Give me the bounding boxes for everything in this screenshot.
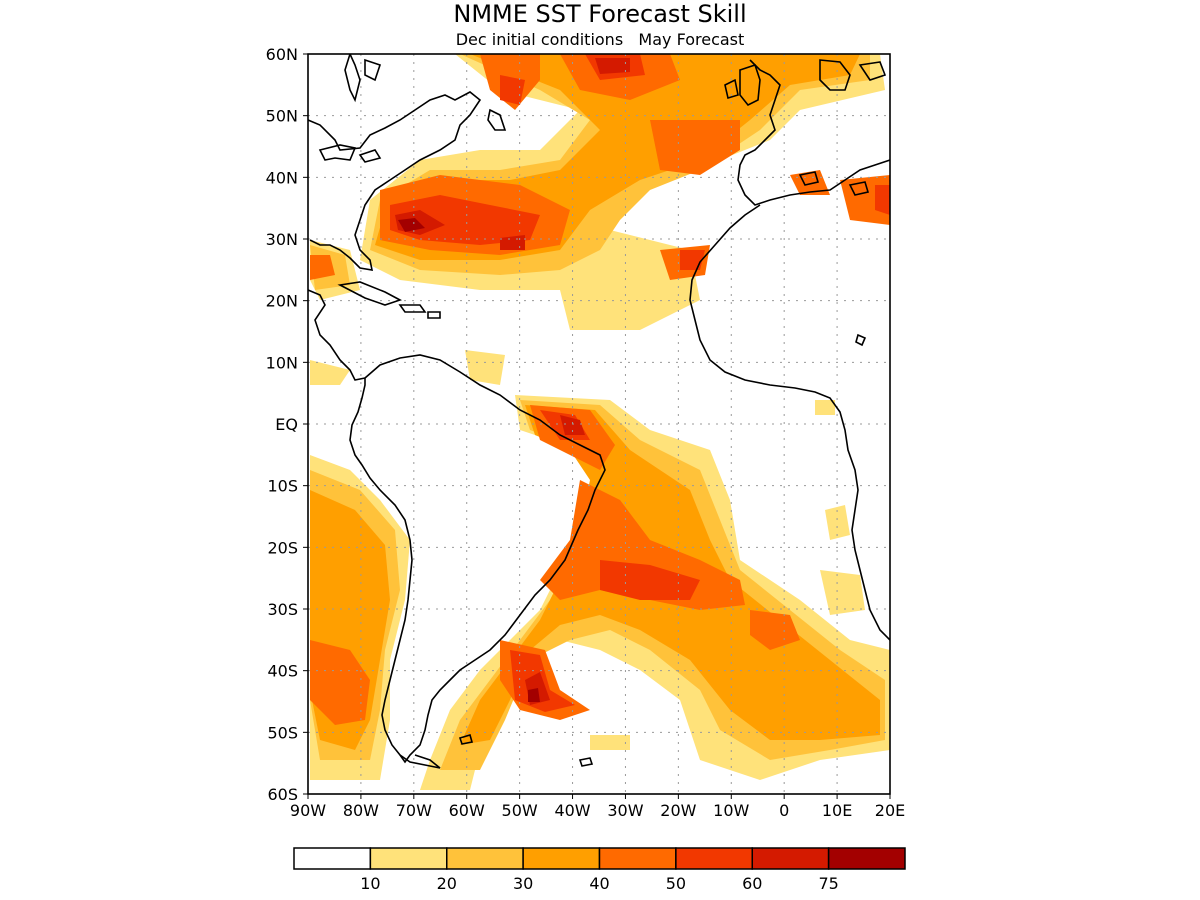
colorbar-label: 30 (513, 874, 533, 893)
lon-tick-label: 40W (554, 801, 590, 820)
lat-tick-label: 50N (266, 107, 298, 126)
lat-tick-label: 50S (267, 723, 298, 742)
colorbar-swatch (446, 847, 524, 870)
lat-tick-label: EQ (275, 415, 298, 434)
lat-axis-labels: 60N 50N 40N 30N 20N 10N EQ 10S 20S 30S 40S 50S 60S (266, 45, 308, 804)
lat-tick-label: 20N (266, 292, 298, 311)
british-isles (724, 63, 761, 107)
colorbar-swatch (751, 847, 830, 870)
lat-tick-label: 40S (267, 662, 298, 681)
lon-tick-label: 80W (343, 801, 379, 820)
greenland-newfoundland (344, 54, 507, 131)
lat-tick-label: 10N (266, 353, 298, 372)
europe-coast (737, 59, 890, 206)
lon-tick-label: 70W (396, 801, 432, 820)
colorbar-swatch (369, 847, 448, 870)
colorbar-swatch (675, 847, 753, 870)
colorbar-label: 50 (666, 874, 686, 893)
north-america-coast (308, 91, 482, 271)
colorbar-label: 10 (360, 874, 380, 893)
central-america-coast (308, 289, 366, 381)
lon-tick-label: 50W (502, 801, 538, 820)
south-america-coast (349, 354, 606, 764)
colorbar: 10 20 30 40 50 60 75 (293, 847, 906, 893)
colorbar-swatch (293, 847, 372, 870)
lat-tick-label: 40N (266, 168, 298, 187)
map-area (307, 53, 891, 795)
cape-verde (855, 333, 867, 347)
coastlines (308, 54, 890, 769)
mediterranean-islands (798, 171, 870, 196)
lon-tick-label: 30W (607, 801, 643, 820)
colorbar-swatch (598, 847, 677, 870)
iberia-north (819, 59, 887, 91)
lon-tick-label: 20E (875, 801, 905, 820)
skill-level-75-plus (398, 218, 540, 702)
colorbar-swatch (522, 847, 601, 870)
lon-tick-label: 10W (713, 801, 749, 820)
colorbar-swatch (827, 847, 906, 870)
lat-tick-label: 20S (267, 538, 298, 557)
caribbean-islands (337, 281, 441, 319)
great-lakes (318, 144, 382, 163)
map-gridlines (308, 54, 890, 794)
lat-tick-label: 30S (267, 600, 298, 619)
colorbar-label: 40 (589, 874, 609, 893)
lon-tick-label: 90W (290, 801, 326, 820)
south-america-tip (399, 754, 441, 769)
africa-coast (689, 204, 890, 641)
map-title: NMME SST Forecast Skill (453, 0, 746, 28)
skill-field (310, 54, 890, 790)
lon-tick-label: 10E (822, 801, 852, 820)
falklands (458, 734, 474, 745)
lat-tick-label: 10S (267, 477, 298, 496)
lon-axis-labels: 90W 80W 70W 60W 50W 40W 30W 20W 10W 0 10E 20E (290, 794, 905, 820)
lat-tick-label: 30N (266, 230, 298, 249)
lat-tick-label: 60S (267, 785, 298, 804)
lon-tick-label: 0 (779, 801, 789, 820)
colorbar-label: 60 (742, 874, 762, 893)
south-georgia (578, 757, 594, 767)
lat-tick-label: 60N (266, 45, 298, 64)
map-subtitle: Dec initial conditions May Forecast (456, 30, 745, 49)
colorbar-label: 20 (437, 874, 457, 893)
colorbar-label: 75 (818, 874, 838, 893)
lon-tick-label: 60W (449, 801, 485, 820)
lon-tick-label: 20W (660, 801, 696, 820)
